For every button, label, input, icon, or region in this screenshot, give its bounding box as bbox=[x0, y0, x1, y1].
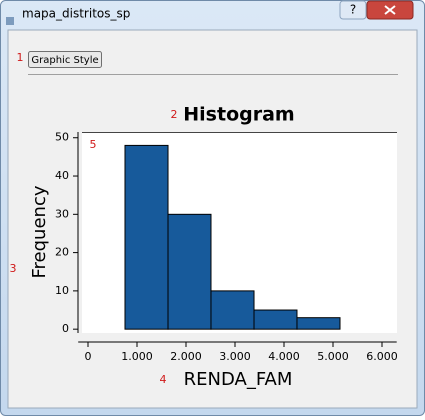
annotation: 5 bbox=[90, 138, 97, 151]
annotation: 3 bbox=[10, 262, 17, 275]
x-tick-label: 2.000 bbox=[170, 350, 202, 363]
y-axis-label: Frequency bbox=[29, 185, 50, 278]
y-tick-label: 50 bbox=[55, 131, 69, 144]
chart-title: Histogram bbox=[183, 104, 294, 126]
help-button-label[interactable]: ? bbox=[350, 3, 356, 17]
x-tick-label: 5.000 bbox=[317, 350, 349, 363]
histogram-bar bbox=[210, 290, 255, 330]
annotation: 4 bbox=[160, 373, 167, 386]
y-tick-label: 10 bbox=[55, 284, 69, 297]
annotation: 1 bbox=[17, 51, 24, 64]
annotation: 2 bbox=[171, 108, 178, 121]
y-tick-label: 0 bbox=[62, 322, 69, 335]
x-tick-label: 3.000 bbox=[219, 350, 251, 363]
graphic-style-button[interactable] bbox=[28, 51, 102, 68]
x-tick-label: 1.000 bbox=[121, 350, 153, 363]
window-icon bbox=[6, 17, 14, 25]
x-tick-label: 0 bbox=[85, 350, 92, 363]
x-axis-label: RENDA_FAM bbox=[184, 369, 293, 390]
y-tick-label: 30 bbox=[55, 207, 69, 220]
y-tick-label: 40 bbox=[55, 169, 69, 182]
x-tick-label: 4.000 bbox=[268, 350, 300, 363]
window-title: mapa_distritos_sp bbox=[22, 7, 130, 21]
y-tick-label: 20 bbox=[55, 246, 69, 259]
histogram-bar bbox=[296, 317, 341, 330]
button-label[interactable]: Graphic Style bbox=[31, 55, 98, 66]
histogram-bar bbox=[253, 309, 298, 330]
histogram-bar bbox=[167, 213, 212, 330]
x-tick-label: 6.000 bbox=[366, 350, 398, 363]
histogram-bar bbox=[124, 144, 169, 330]
close-icon bbox=[384, 5, 396, 15]
help-button[interactable] bbox=[339, 0, 367, 20]
